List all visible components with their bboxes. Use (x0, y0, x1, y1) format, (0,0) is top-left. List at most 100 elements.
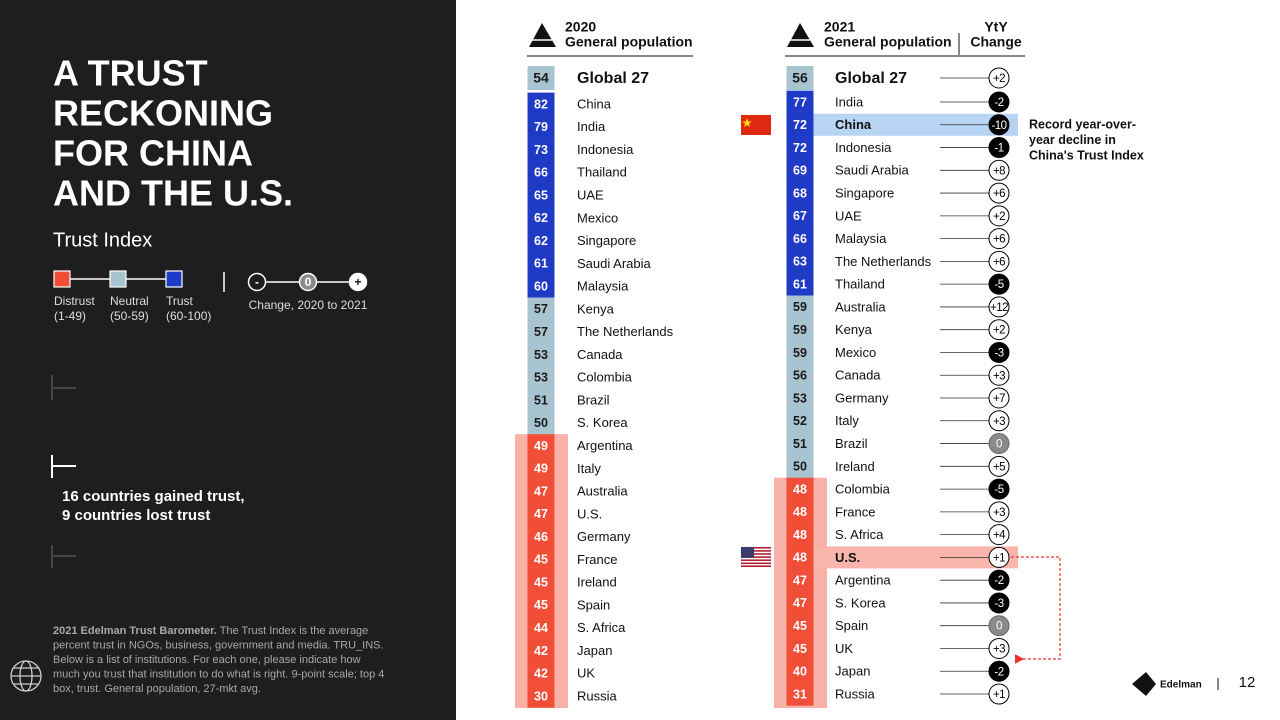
legend-swatch (165, 270, 183, 288)
value-cell (786, 136, 814, 160)
value: 52 (793, 414, 807, 428)
change-label: +2 (993, 211, 1005, 223)
value-cell (527, 548, 555, 572)
change-circle (988, 182, 1010, 204)
value-cell (527, 593, 555, 617)
value: 72 (793, 141, 807, 155)
footnote: 2021 Edelman Trust Barometer. The Trust … (53, 625, 368, 637)
country: Indonesia (577, 142, 634, 157)
value-cell (786, 66, 814, 90)
value: 49 (534, 439, 548, 453)
value: 62 (534, 211, 548, 225)
value: 47 (534, 484, 548, 498)
value-cell (527, 252, 555, 276)
value: 60 (534, 279, 548, 293)
value: 73 (534, 143, 548, 157)
title-line: AND THE U.S. (53, 173, 293, 214)
change-circle (988, 478, 1010, 500)
country: Mexico (577, 210, 618, 225)
value: 42 (534, 644, 548, 658)
change-label: +3 (993, 370, 1005, 382)
value: 61 (793, 277, 807, 291)
globe-icon (10, 660, 42, 692)
value-cell (527, 456, 555, 481)
change-legend-symbol: - (255, 275, 259, 289)
value: 69 (793, 164, 807, 178)
change-circle (988, 637, 1010, 659)
change-label: -2 (994, 97, 1003, 109)
change-label: -3 (994, 598, 1003, 610)
legend-range: (60-100) (166, 309, 211, 323)
change-circle (988, 341, 1010, 363)
value: 62 (534, 234, 548, 248)
change-label: +3 (993, 507, 1005, 519)
legend-range: (1-49) (54, 309, 86, 323)
value: 68 (793, 186, 807, 200)
value-cell (527, 274, 555, 298)
country: S. Korea (835, 595, 886, 610)
value-cell (786, 295, 814, 319)
change-circle (988, 159, 1010, 181)
value-cell (527, 92, 555, 116)
value-cell (527, 365, 555, 389)
country: India (577, 119, 606, 134)
value-cell (786, 318, 814, 342)
value: 30 (534, 689, 548, 703)
change-label: 0 (996, 439, 1002, 451)
country: UK (835, 641, 853, 656)
change-legend-circle (298, 272, 318, 292)
country: UAE (835, 208, 862, 223)
value-cell (527, 479, 555, 503)
value-cell (786, 341, 814, 365)
value: 56 (792, 70, 808, 86)
country: Russia (577, 688, 618, 703)
change-circle (988, 364, 1010, 386)
us-flag (740, 546, 772, 568)
country: Brazil (835, 436, 868, 451)
change-label: -3 (994, 348, 1003, 360)
value: 57 (534, 302, 548, 316)
country: Malaysia (577, 279, 629, 294)
value: 48 (793, 505, 807, 519)
value: 59 (793, 300, 807, 314)
country: Kenya (835, 322, 873, 337)
value-cell (786, 682, 814, 706)
value: 82 (534, 97, 548, 111)
value: 44 (534, 621, 548, 635)
footnote-text: The Trust Index is the average (217, 625, 368, 637)
value-cell (527, 115, 555, 139)
country: Malaysia (835, 231, 887, 246)
change-circle (988, 569, 1010, 591)
value-cell (527, 639, 555, 663)
country: Australia (577, 484, 628, 499)
title-line: FOR CHINA (53, 133, 253, 174)
footnote: percent trust in NGOs, business, governm… (53, 639, 384, 651)
annotation: Record year-over- (1029, 117, 1136, 131)
value: 63 (793, 255, 807, 269)
value: 47 (793, 596, 807, 610)
change-circle (988, 524, 1010, 546)
change-circle (988, 250, 1010, 272)
value-cell (786, 500, 814, 524)
value-cell (527, 138, 555, 162)
subtitle: Trust Index (53, 229, 152, 251)
country: Singapore (835, 186, 894, 201)
value: 67 (793, 209, 807, 223)
value: 48 (793, 551, 807, 565)
legend-name: Trust (166, 294, 194, 308)
header-population: General population (824, 34, 952, 50)
value-cell (786, 477, 814, 501)
country: The Netherlands (577, 324, 674, 339)
value-cell (527, 183, 555, 207)
change-label: +1 (993, 689, 1005, 701)
value: 59 (793, 346, 807, 360)
footnote: Below is a list of institutions. For eac… (53, 654, 361, 666)
country: Brazil (577, 392, 610, 407)
country: Global 27 (577, 70, 649, 87)
value: 45 (793, 642, 807, 656)
country: The Netherlands (835, 254, 932, 269)
country: China (835, 117, 872, 132)
change-circle (988, 137, 1010, 159)
page-number: 12 (1239, 674, 1256, 691)
